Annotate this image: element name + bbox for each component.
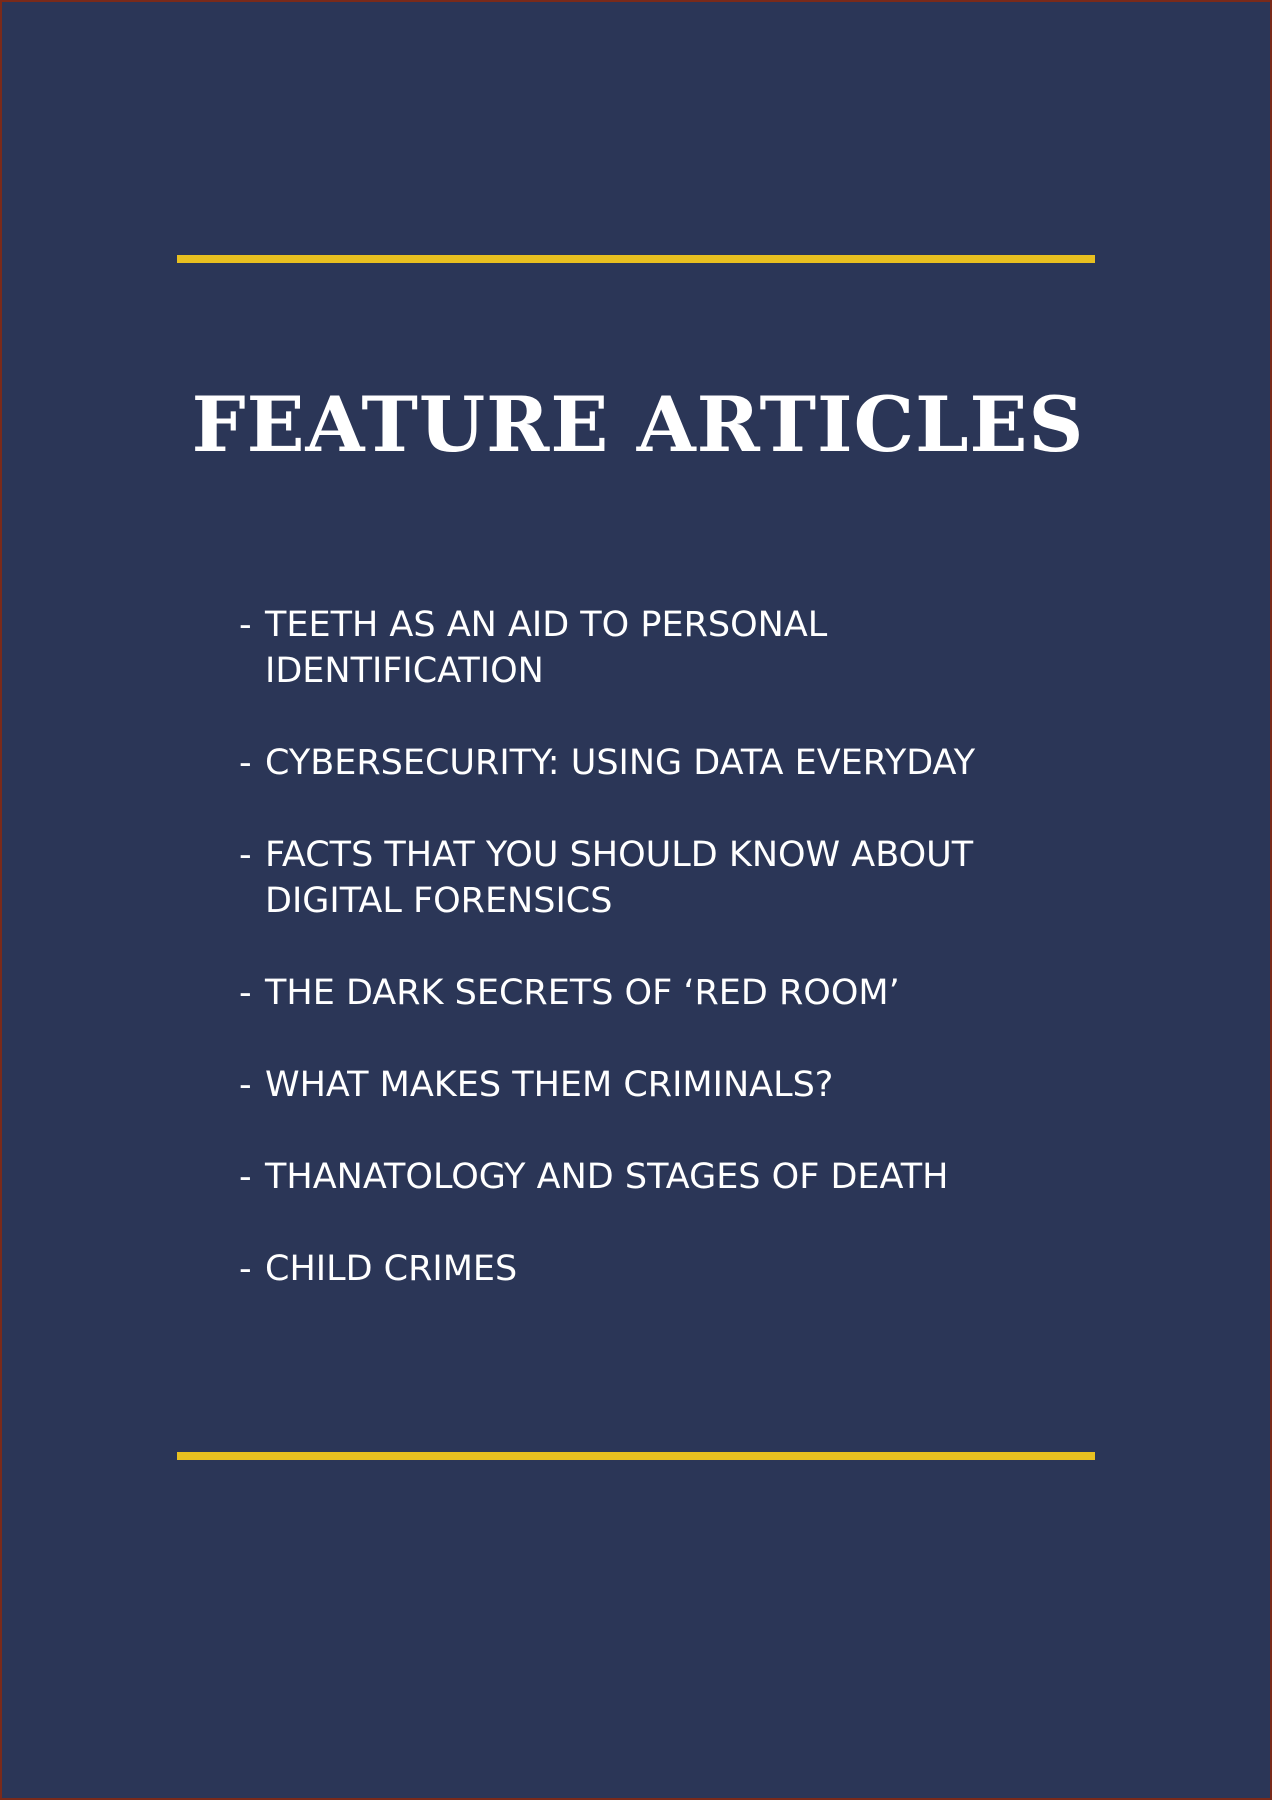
article-item: - THE DARK SECRETS OF ‘RED ROOM’ [239,970,1099,1016]
page-title: FEATURE ARTICLES [191,380,1085,469]
article-title: TEETH AS AN AID TO PERSONAL IDENTIFICATI… [265,605,828,691]
bullet-dash: - [239,835,252,875]
bullet-dash: - [239,1157,252,1197]
article-title: CYBERSECURITY: USING DATA EVERYDAY [265,743,976,783]
bullet-dash: - [239,605,252,645]
article-title: WHAT MAKES THEM CRIMINALS? [265,1065,834,1105]
article-title: CHILD CRIMES [265,1249,518,1289]
bullet-dash: - [239,1065,252,1105]
article-item: - WHAT MAKES THEM CRIMINALS? [239,1062,1099,1108]
article-item: - CYBERSECURITY: USING DATA EVERYDAY [239,740,1099,786]
article-item: - FACTS THAT YOU SHOULD KNOW ABOUT DIGIT… [239,832,1099,924]
top-divider [177,255,1095,263]
article-title: THANATOLOGY AND STAGES OF DEATH [265,1157,949,1197]
article-item: - TEETH AS AN AID TO PERSONAL IDENTIFICA… [239,602,1099,694]
bullet-dash: - [239,743,252,783]
bottom-divider [177,1452,1095,1460]
bullet-dash: - [239,1249,252,1289]
article-item: - CHILD CRIMES [239,1246,1099,1292]
feature-articles-list: - TEETH AS AN AID TO PERSONAL IDENTIFICA… [239,602,1099,1338]
bullet-dash: - [239,973,252,1013]
article-item: - THANATOLOGY AND STAGES OF DEATH [239,1154,1099,1200]
article-title: THE DARK SECRETS OF ‘RED ROOM’ [265,973,900,1013]
article-title: FACTS THAT YOU SHOULD KNOW ABOUT DIGITAL… [265,835,974,921]
